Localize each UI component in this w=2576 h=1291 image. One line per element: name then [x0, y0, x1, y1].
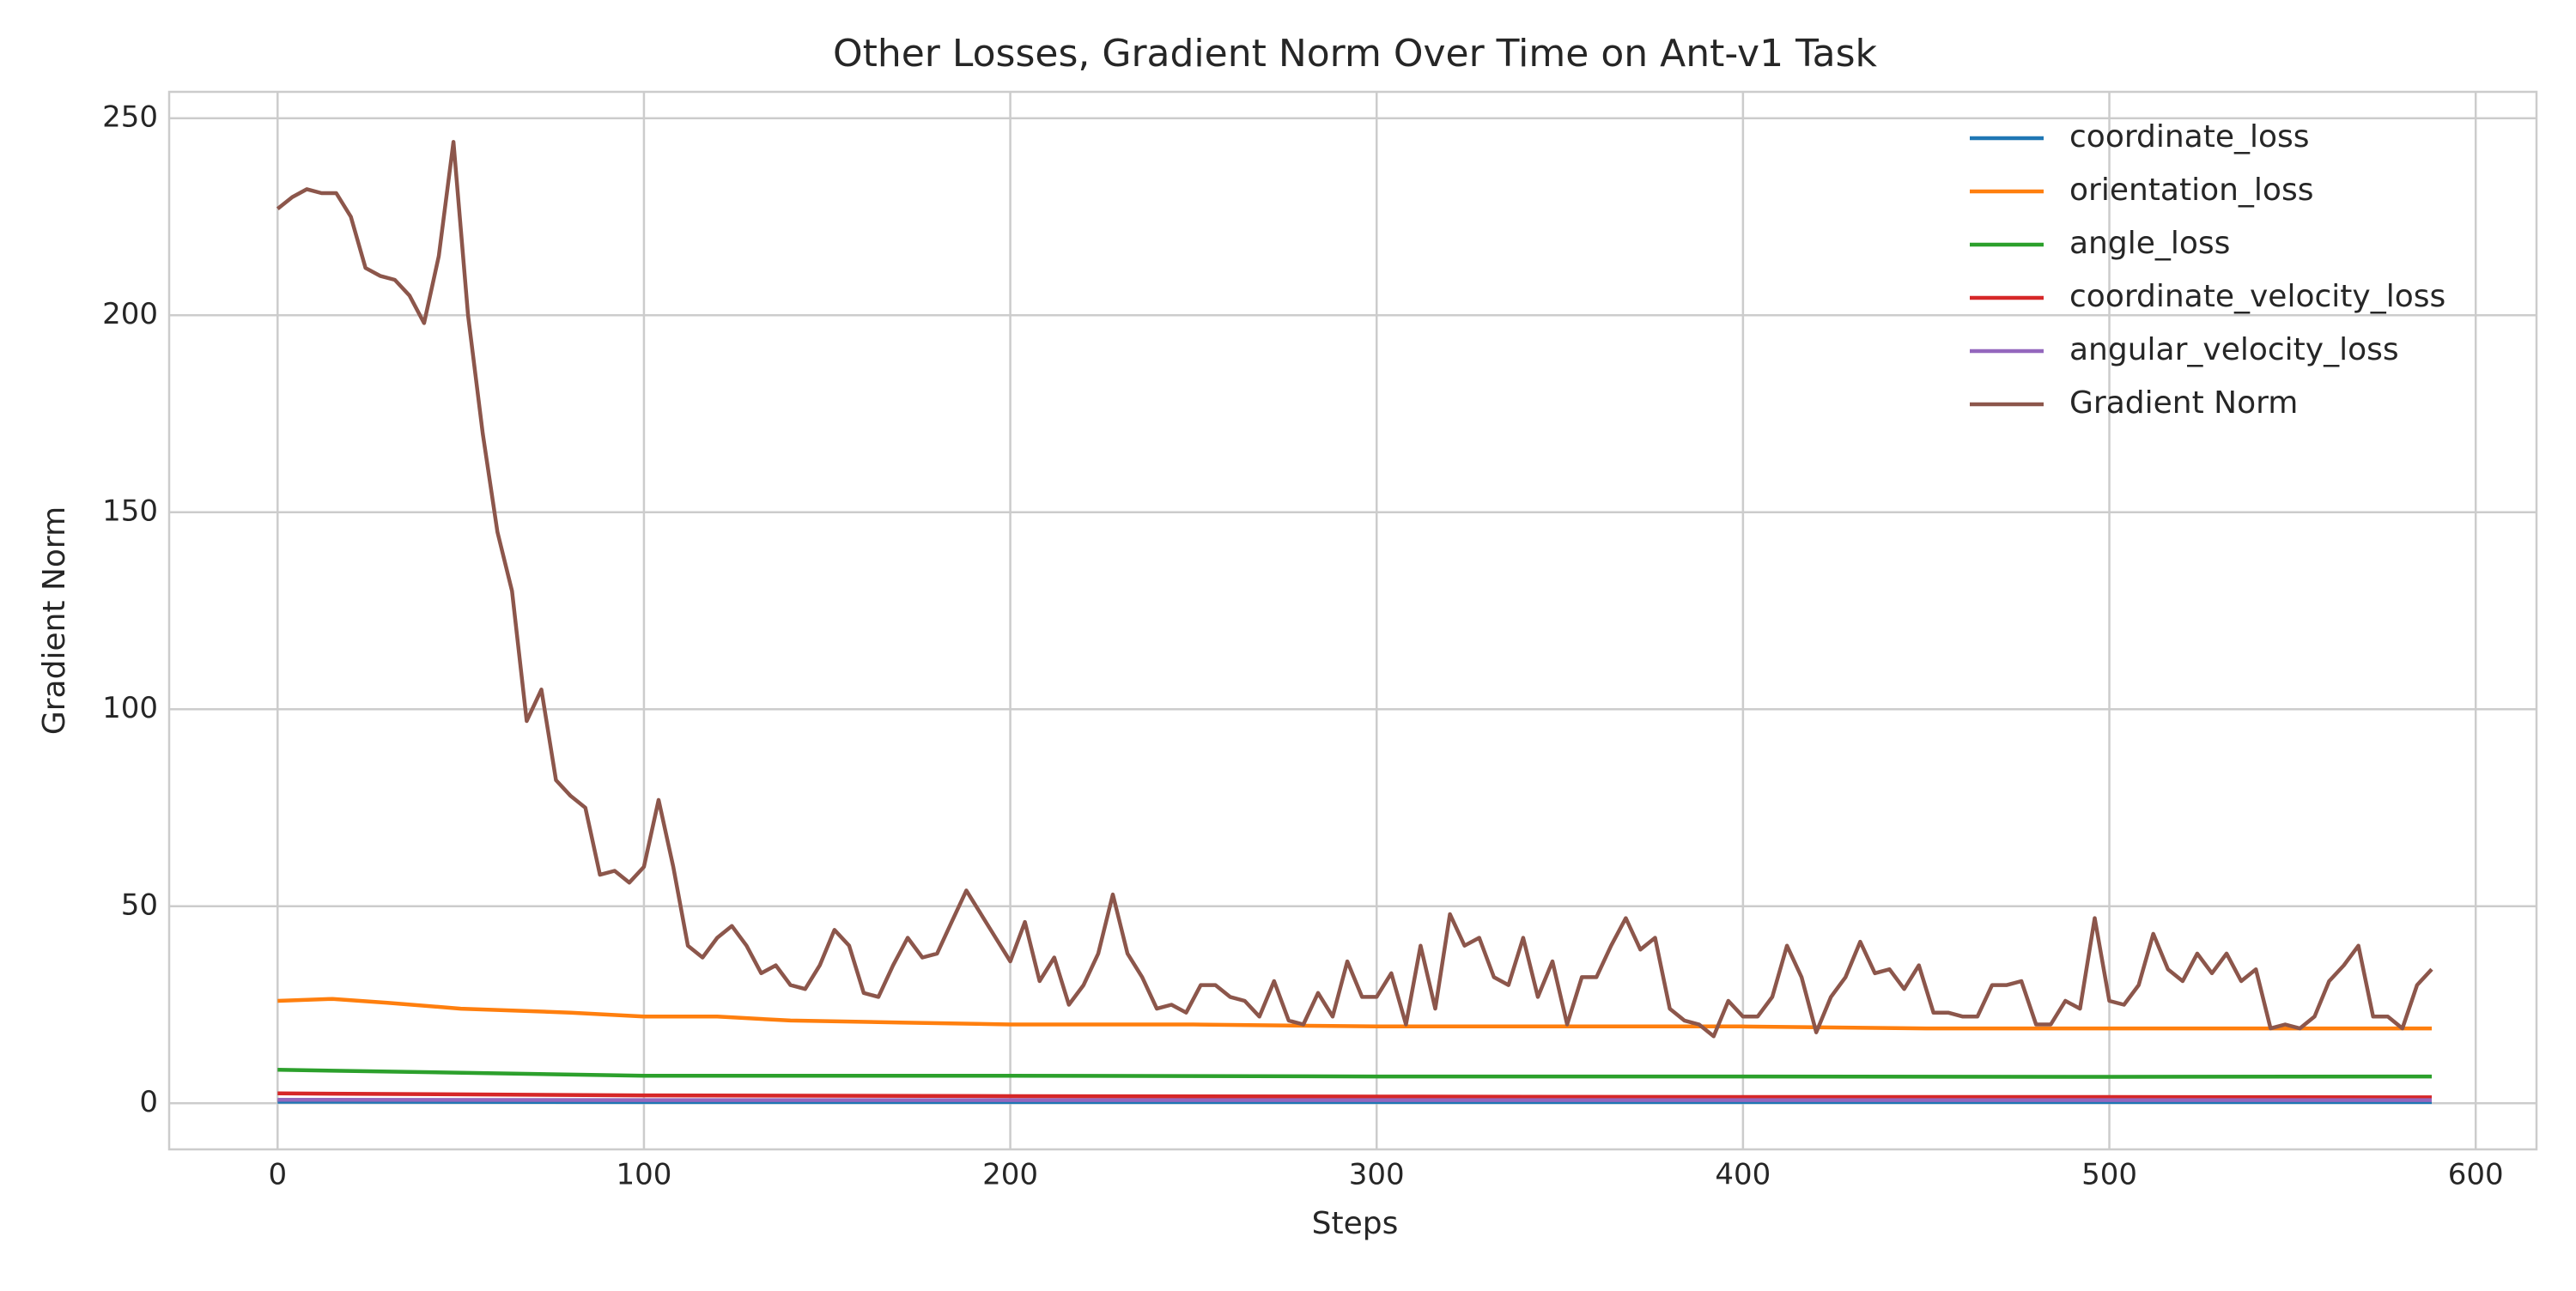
legend-label: orientation_loss [2069, 173, 2313, 208]
legend-label: angle_loss [2069, 226, 2230, 261]
x-tick-label: 100 [616, 1158, 671, 1192]
y-tick-label: 200 [102, 297, 158, 331]
x-tick-label: 500 [2081, 1158, 2137, 1192]
x-axis-label: Steps [1312, 1206, 1399, 1241]
y-tick-label: 0 [139, 1085, 158, 1119]
x-tick-label: 0 [268, 1158, 287, 1192]
y-tick-label: 250 [102, 100, 158, 134]
x-tick-label: 300 [1349, 1158, 1405, 1192]
x-tick-label: 400 [1715, 1158, 1771, 1192]
legend-label: coordinate_velocity_loss [2069, 279, 2445, 314]
y-tick-label: 100 [102, 691, 158, 725]
legend-label: angular_velocity_loss [2069, 332, 2399, 367]
x-tick-label: 600 [2448, 1158, 2504, 1192]
y-tick-label: 50 [121, 888, 158, 922]
legend-label: Gradient Norm [2069, 385, 2298, 421]
legend-label: coordinate_loss [2069, 119, 2310, 155]
y-axis-label: Gradient Norm [37, 506, 72, 735]
chart-title: Other Losses, Gradient Norm Over Time on… [833, 32, 1878, 76]
y-tick-label: 150 [102, 494, 158, 528]
x-tick-label: 200 [982, 1158, 1038, 1192]
